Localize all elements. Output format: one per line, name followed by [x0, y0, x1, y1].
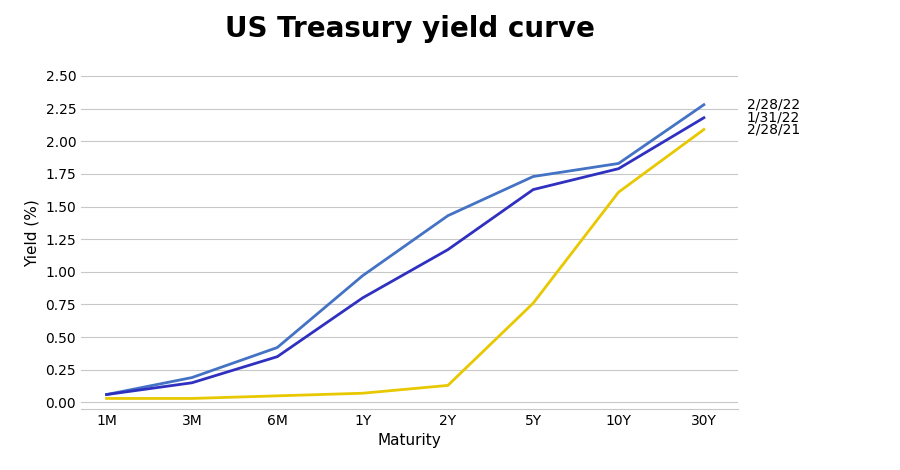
Text: 2/28/22: 2/28/22 [746, 98, 800, 112]
Text: 1/31/22: 1/31/22 [746, 111, 800, 125]
Title: US Treasury yield curve: US Treasury yield curve [225, 15, 594, 43]
Text: 2/28/21: 2/28/21 [746, 123, 800, 136]
Y-axis label: Yield (%): Yield (%) [25, 199, 40, 266]
X-axis label: Maturity: Maturity [378, 433, 441, 448]
